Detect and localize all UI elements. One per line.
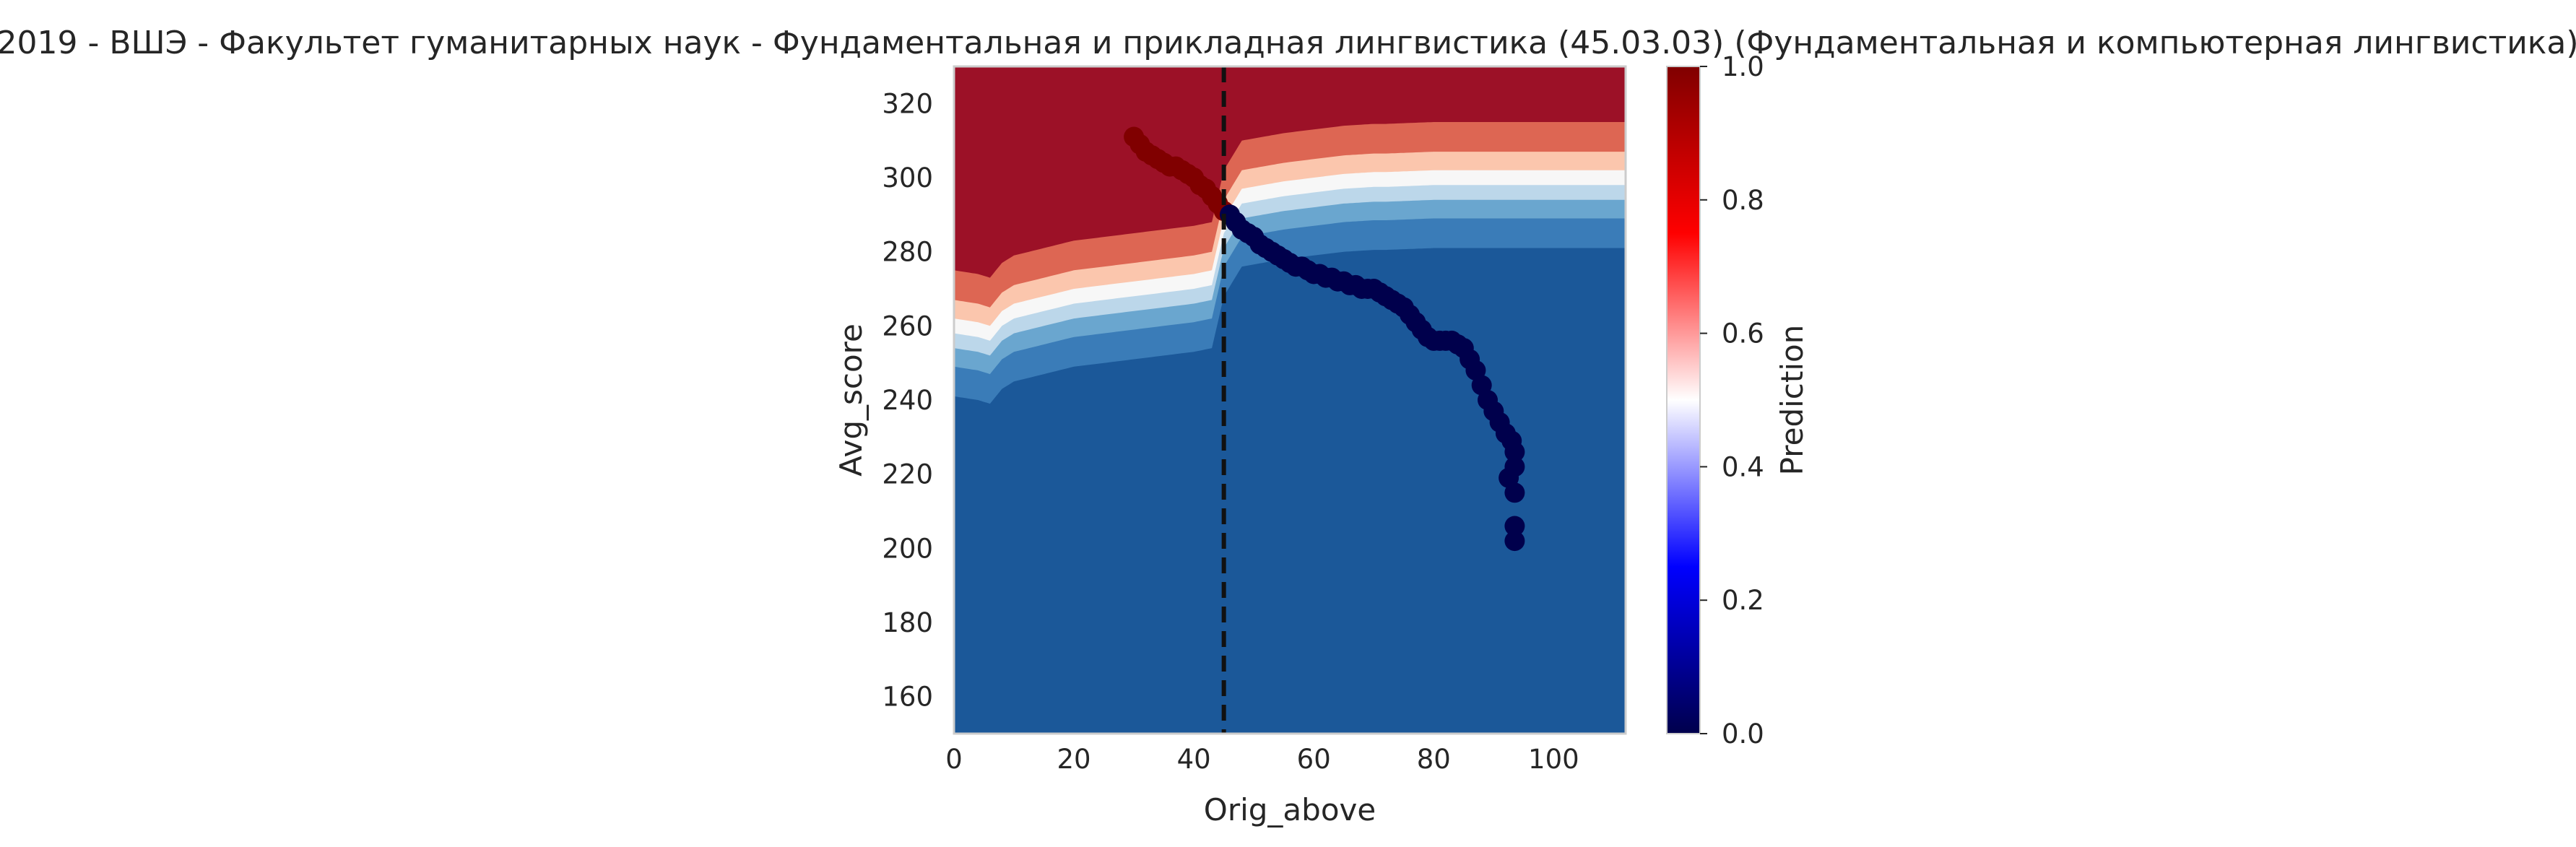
prediction-contour: [954, 66, 1626, 734]
colorbar-tick-label: 0.8: [1722, 185, 1764, 216]
colorbar-tick-label: 1.0: [1722, 51, 1764, 82]
plot-frame: [953, 65, 1627, 735]
y-tick-label: 280: [882, 237, 933, 268]
y-axis-ticks: 160 180 200 220 240 260 280 300 320: [882, 88, 933, 712]
x-tick-label: 80: [1417, 744, 1451, 775]
x-axis-ticks: 0 20 40 60 80 100: [945, 744, 1579, 775]
contour-band: [954, 66, 1626, 278]
data-point: [1504, 516, 1525, 537]
y-tick-label: 260: [882, 310, 933, 342]
y-tick-label: 160: [882, 682, 933, 713]
y-axis-label: Avg_score: [833, 323, 869, 477]
plot-area: [954, 66, 1626, 734]
y-tick-label: 320: [882, 88, 933, 119]
colorbar: 0.0 0.2 0.4 0.6 0.8 1.0 Prediction: [1666, 51, 1810, 750]
data-point: [1504, 441, 1525, 462]
chart-title: 2019 - ВШЭ - Факультет гуманитарных наук…: [0, 25, 2576, 61]
y-tick-label: 200: [882, 533, 933, 564]
x-tick-label: 0: [945, 744, 963, 775]
y-tick-label: 300: [882, 162, 933, 194]
colorbar-gradient: [1666, 66, 1701, 734]
x-tick-label: 100: [1528, 744, 1579, 775]
colorbar-ticks: 0.0 0.2 0.4 0.6 0.8 1.0: [1700, 51, 1764, 750]
x-axis-label: Orig_above: [1204, 792, 1376, 828]
colorbar-tick-label: 0.2: [1722, 585, 1764, 616]
colorbar-label: Prediction: [1774, 325, 1810, 476]
colorbar-tick-label: 0.6: [1722, 318, 1764, 349]
data-point: [1504, 531, 1525, 552]
y-tick-label: 180: [882, 607, 933, 638]
colorbar-tick-label: 0.0: [1722, 718, 1764, 750]
x-tick-label: 20: [1057, 744, 1091, 775]
x-tick-label: 60: [1297, 744, 1331, 775]
y-tick-label: 240: [882, 385, 933, 416]
data-point: [1504, 482, 1525, 503]
y-tick-label: 220: [882, 459, 933, 490]
data-points: [1124, 126, 1525, 552]
x-tick-label: 40: [1177, 744, 1211, 775]
colorbar-tick-label: 0.4: [1722, 451, 1764, 482]
